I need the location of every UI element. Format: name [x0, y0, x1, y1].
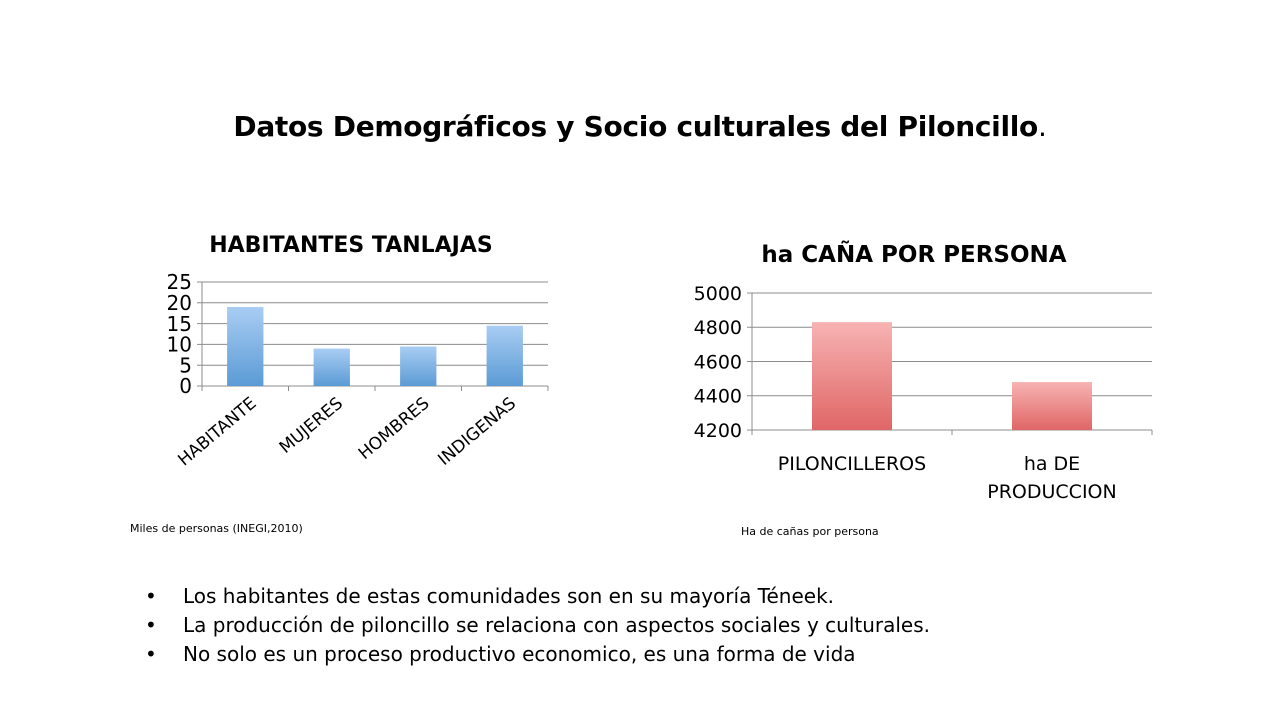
x-tick-label: INDIGENAS	[434, 394, 520, 470]
x-tick-label: HABITANTE	[174, 394, 260, 471]
y-tick-label: 4600	[694, 351, 742, 373]
slide-title-suffix: .	[1038, 110, 1047, 143]
x-tick-label: ha DE PRODUCCION	[987, 453, 1116, 503]
bullet-item: La producción de piloncillo se relaciona…	[145, 611, 930, 640]
habitantes-bar-2	[400, 346, 437, 386]
y-tick-label: 4200	[694, 420, 742, 442]
slide-title-text: Datos Demográficos y Socio culturales de…	[233, 110, 1038, 143]
y-tick-label: 5000	[694, 283, 742, 305]
y-tick-label: 0	[179, 374, 192, 398]
cana-bar-1	[1012, 382, 1092, 430]
x-tick-label: MUJERES	[276, 394, 347, 458]
habitantes-bar-1	[313, 348, 350, 386]
chart-habitantes-caption: Miles de personas (INEGI,2010)	[130, 522, 303, 535]
y-tick-label: 5	[179, 353, 192, 377]
bullet-item: No solo es un proceso productivo economi…	[145, 640, 930, 669]
chart-title: HABITANTES TANLAJAS	[209, 233, 493, 258]
y-tick-label: 4800	[694, 317, 742, 339]
slide-title: Datos Demográficos y Socio culturales de…	[0, 110, 1280, 143]
chart-cana-caption: Ha de cañas por persona	[741, 525, 879, 538]
cana-bar-0	[812, 322, 892, 430]
y-tick-label: 10	[167, 333, 192, 357]
x-tick-label: HOMBRES	[355, 394, 434, 465]
y-tick-label: 15	[167, 312, 192, 336]
habitantes-bar-0	[227, 306, 264, 386]
bullet-list: Los habitantes de estas comunidades son …	[145, 582, 930, 669]
y-tick-label: 20	[167, 291, 192, 315]
chart-title: ha CAÑA POR PERSONA	[761, 240, 1066, 268]
y-tick-label: 25	[167, 270, 192, 294]
habitantes-bar-3	[486, 325, 523, 386]
bullet-item: Los habitantes de estas comunidades son …	[145, 582, 930, 611]
chart-cana: ha CAÑA POR PERSONA 4200 4400 4600 4800 5000 P…	[694, 240, 1153, 503]
y-tick-label: 4400	[694, 386, 742, 408]
x-tick-label: PILONCILLEROS	[778, 453, 926, 475]
